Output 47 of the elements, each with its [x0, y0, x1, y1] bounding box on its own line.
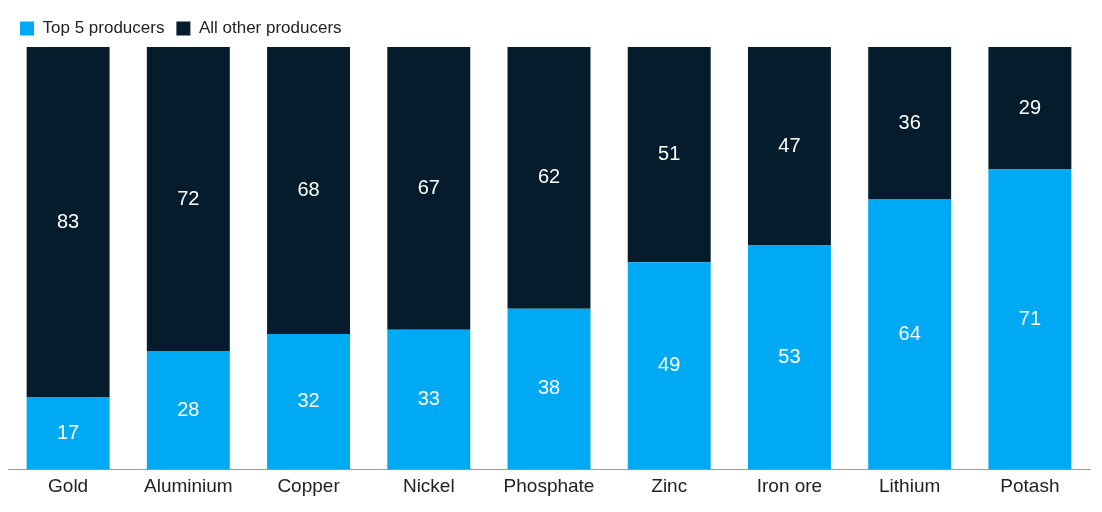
data-label: 28 — [177, 397, 200, 420]
bar — [26, 47, 110, 398]
x-tick-label: Gold — [48, 474, 89, 496]
data-label: 68 — [297, 178, 320, 201]
x-tick-label: Copper — [277, 474, 341, 496]
data-label: 33 — [417, 387, 440, 410]
bar — [747, 245, 831, 470]
x-tick-label: Lithium — [879, 474, 941, 496]
bar — [507, 47, 591, 309]
legend-label: Top 5 producers — [42, 18, 165, 38]
bar — [146, 350, 230, 470]
data-label: 53 — [778, 344, 801, 367]
bar — [387, 329, 471, 470]
bar — [387, 47, 471, 330]
data-label: 49 — [658, 353, 681, 376]
data-label: 36 — [898, 110, 921, 133]
bar — [267, 47, 351, 335]
data-label: 72 — [177, 186, 200, 209]
bar — [267, 334, 351, 470]
data-label: 51 — [658, 142, 681, 165]
x-tick-label: Nickel — [402, 474, 455, 496]
x-tick-label: Zinc — [651, 474, 688, 496]
data-label: 38 — [537, 376, 561, 399]
bar — [747, 47, 831, 246]
data-label: 83 — [56, 209, 80, 232]
x-tick-label: Iron ore — [756, 474, 823, 496]
data-label: 32 — [297, 389, 320, 412]
data-label: 64 — [898, 321, 921, 344]
bar — [627, 262, 711, 470]
bar — [146, 47, 230, 351]
data-label: 47 — [778, 133, 801, 156]
bar — [627, 47, 711, 263]
data-label: 29 — [1018, 95, 1042, 118]
x-tick-label: Potash — [1000, 474, 1060, 496]
data-label: 62 — [537, 165, 561, 188]
bar — [26, 397, 110, 470]
bar — [868, 47, 952, 199]
x-tick-label: Aluminium — [143, 474, 233, 496]
data-label: 71 — [1018, 306, 1042, 329]
legend-label: All other producers — [198, 18, 342, 38]
bar — [988, 47, 1072, 170]
bar — [868, 198, 952, 470]
bar — [988, 169, 1072, 470]
data-label: 17 — [56, 420, 80, 443]
x-tick-label: Phosphate — [503, 474, 595, 496]
data-label: 67 — [417, 175, 440, 198]
bar — [507, 308, 591, 470]
